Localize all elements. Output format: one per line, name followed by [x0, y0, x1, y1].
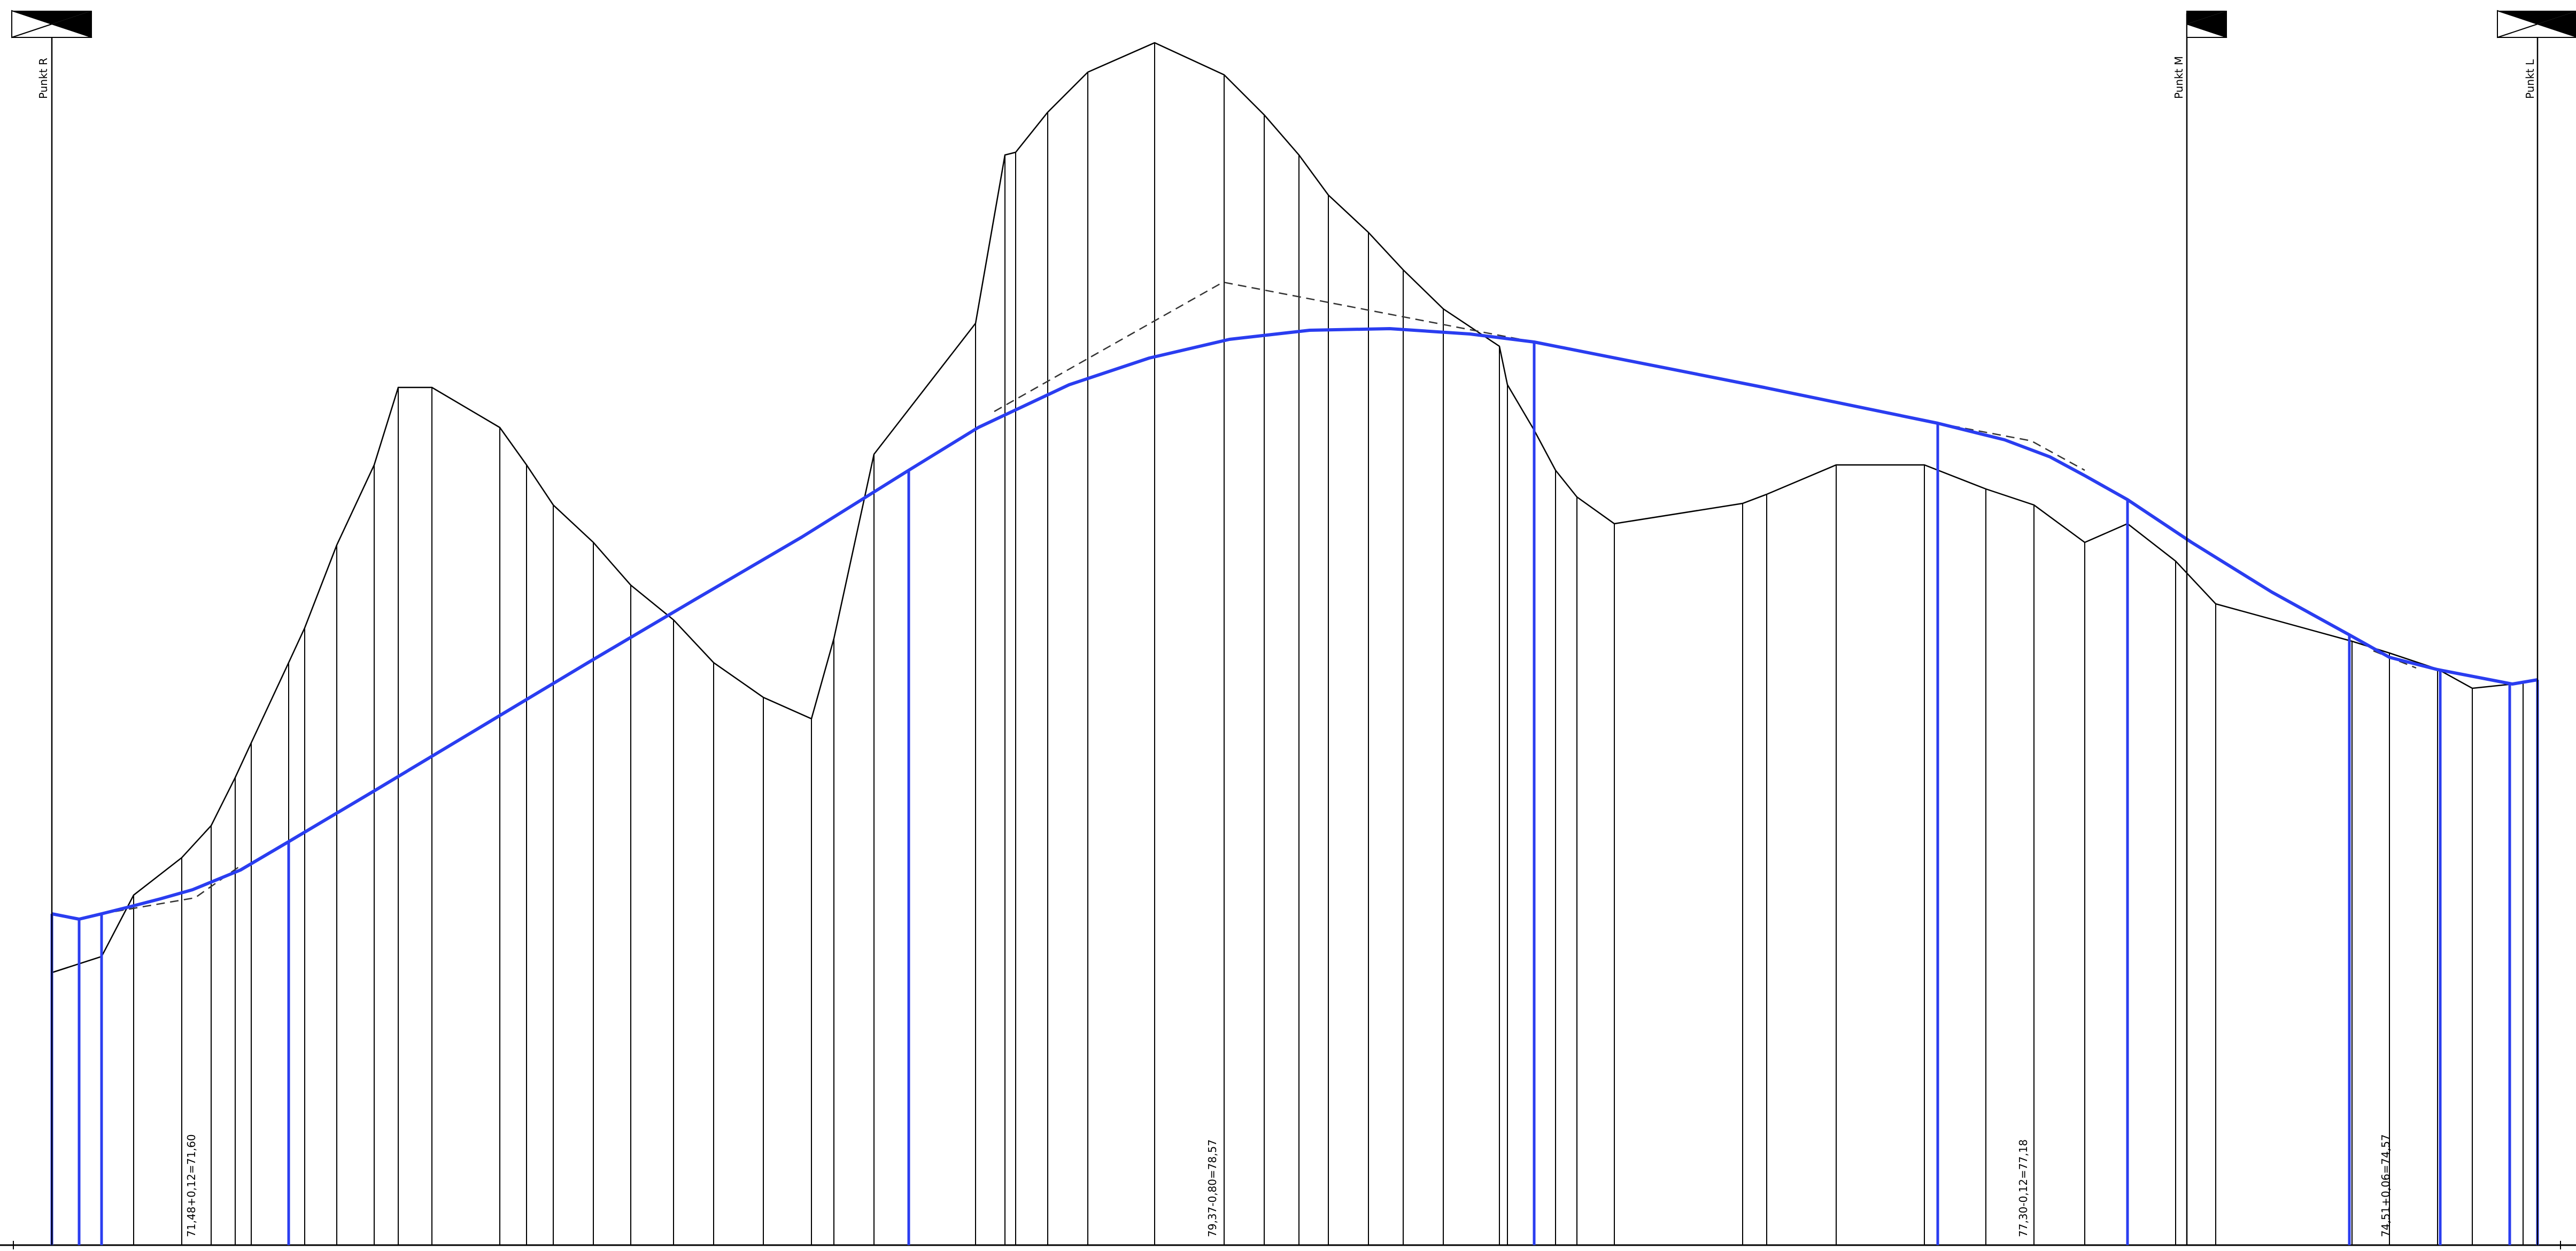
elevation-label: 71,48+0,12=71,60	[185, 1134, 198, 1237]
previous-design-segment	[994, 281, 1535, 413]
previous-design-segment	[1937, 422, 2085, 471]
previous-design-segment	[101, 865, 241, 915]
terrain-profile	[51, 42, 2524, 974]
terrain-section-lines	[51, 43, 2524, 1245]
station-label: Punkt L	[2524, 59, 2536, 99]
station-flag-icon	[2497, 10, 2576, 38]
design-section-lines	[50, 342, 2539, 1245]
elevation-label: 74,51+0,06=74,57	[2379, 1134, 2392, 1237]
station-flag-icon	[2186, 11, 2227, 38]
station-marker-r: Punkt R	[11, 10, 92, 1245]
elevation-label: 79,37-0,80=78,57	[1206, 1139, 1219, 1237]
previous-design-profile	[101, 281, 2417, 915]
station-flag-icon	[11, 10, 92, 38]
design-profile	[51, 327, 2538, 921]
station-label: Punkt R	[37, 58, 50, 99]
elevation-label: 77,30-0,12=77,18	[2017, 1139, 2030, 1237]
station-marker-l: Punkt L	[2497, 10, 2576, 1245]
station-label: Punkt M	[2172, 56, 2185, 99]
station-marker-m: Punkt M	[2172, 11, 2227, 1245]
